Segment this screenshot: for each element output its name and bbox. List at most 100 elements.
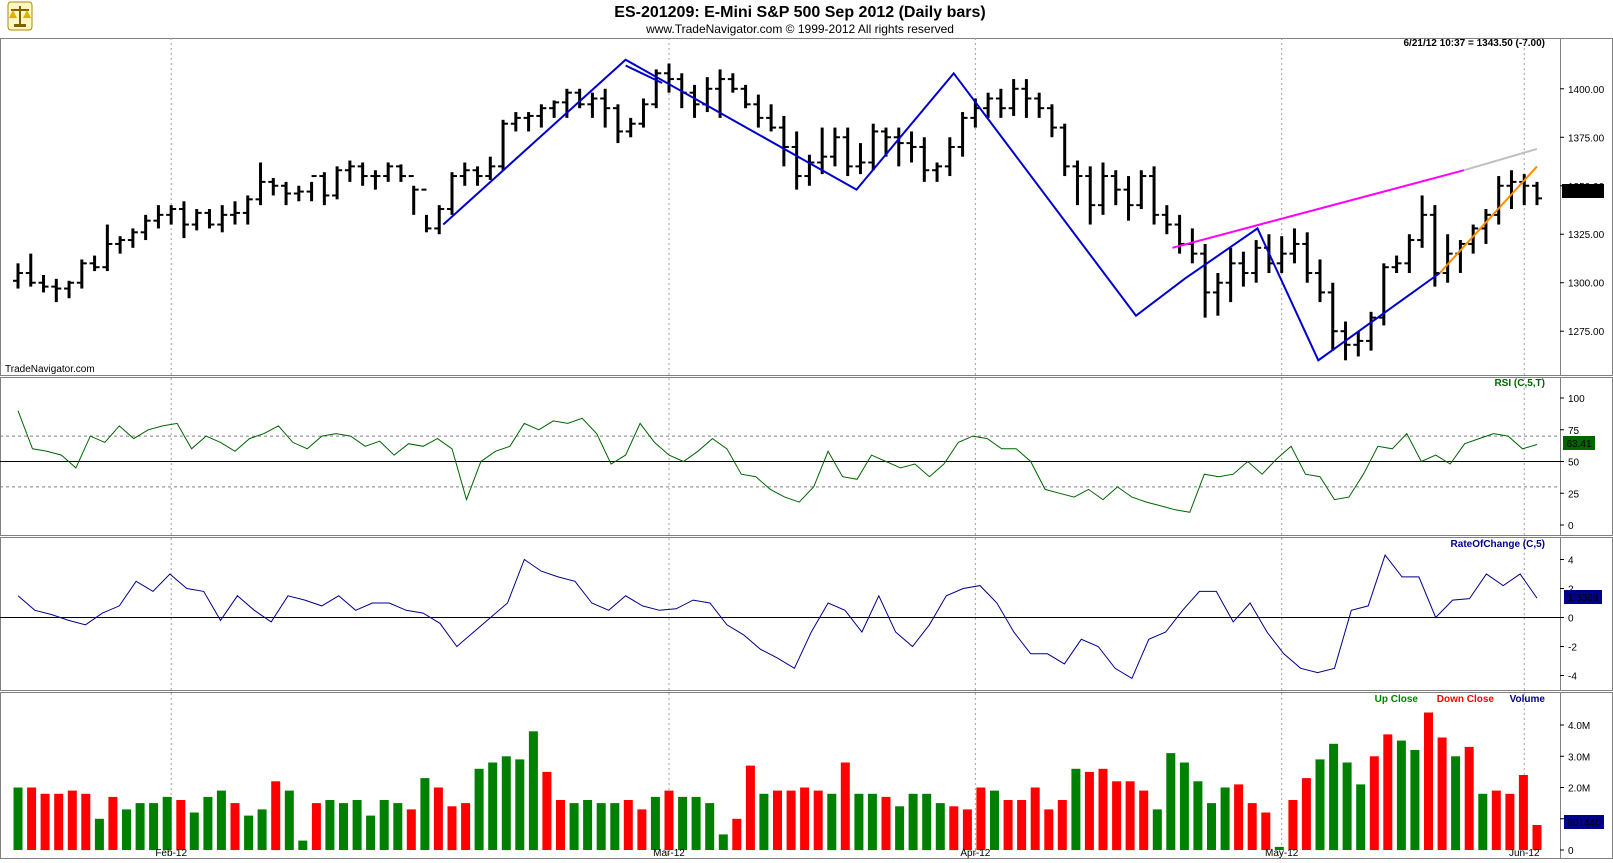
ohlc-bar (344, 160, 355, 182)
y-tick-label: 1375.00 (1568, 133, 1605, 144)
y-tick-label: 100 (1568, 394, 1585, 405)
trend-drawings (442, 58, 1538, 362)
ohlc-bar (370, 170, 381, 190)
ohlc-bar (115, 236, 126, 254)
ohlc-bar (1085, 166, 1096, 225)
ohlc-bar (893, 127, 904, 167)
volume-bar (271, 781, 281, 851)
volume-bar (94, 818, 104, 851)
volume-last-value: 801440 (1567, 818, 1601, 829)
volume-bar (962, 809, 972, 850)
volume-bar (1424, 712, 1433, 850)
ohlc-bar (549, 100, 560, 118)
volume-bar (542, 771, 552, 850)
y-tick-label: 1400.00 (1568, 85, 1605, 96)
ohlc-bar (1200, 243, 1211, 318)
volume-bar (1274, 846, 1284, 850)
ohlc-bar (1366, 311, 1377, 351)
volume-bar (1030, 787, 1040, 850)
ohlc-bar (76, 259, 87, 289)
y-tick-label: 1300.00 (1568, 279, 1605, 290)
ohlc-bar (1034, 92, 1045, 118)
volume-bars (13, 712, 1542, 851)
x-tick-label: Jun-12 (1509, 848, 1540, 859)
ohlc-bar (957, 112, 968, 157)
ohlc-bar (829, 127, 840, 167)
price-bars (13, 63, 1542, 361)
ohlc-bar (1519, 174, 1530, 206)
ohlc-bar (625, 117, 636, 138)
ohlc-bar (842, 127, 853, 177)
volume-bar (1112, 781, 1122, 851)
ohlc-bar (804, 154, 815, 186)
volume-bar (1288, 800, 1298, 850)
volume-bar (528, 731, 538, 851)
volume-bar (1383, 734, 1393, 850)
price-last-label: 1343.50 (1562, 184, 1604, 198)
ohlc-bar (510, 112, 521, 132)
ohlc-bar (523, 112, 534, 132)
ohlc-bar (638, 98, 649, 128)
ohlc-bar (1212, 273, 1223, 316)
volume-bar (1166, 753, 1176, 850)
volume-bar (433, 787, 443, 850)
ohlc-bar (1021, 79, 1032, 118)
channel-extension (1463, 147, 1538, 172)
volume-bar (908, 793, 918, 851)
y-tick-label: 50 (1568, 458, 1580, 469)
volume-bar (745, 765, 755, 850)
volume-bar (1193, 781, 1203, 851)
volume-bar (705, 803, 715, 850)
ohlc-bar (944, 137, 955, 177)
ohlc-bar (983, 92, 994, 118)
ohlc-bar (1008, 79, 1019, 116)
volume-bar (840, 762, 850, 850)
ohlc-bar (1251, 240, 1262, 283)
volume-bar (1369, 756, 1379, 851)
ohlc-bar (1378, 263, 1389, 326)
ohlc-bar (102, 224, 113, 272)
ohlc-bar (778, 115, 789, 167)
ohlc-bar (459, 162, 470, 186)
ohlc-bar (395, 164, 406, 182)
volume-bar (108, 796, 118, 850)
legend-up-close: Up Close (1375, 694, 1419, 705)
volume-bar (1491, 790, 1501, 850)
volume-bar (122, 809, 131, 850)
volume-bar (1396, 740, 1406, 850)
volume-bar (406, 809, 416, 850)
volume-bar (1044, 809, 1054, 850)
ohlc-bar (1225, 247, 1236, 303)
ohlc-bar (1506, 170, 1517, 210)
volume-bar (1017, 800, 1027, 850)
ohlc-bar (319, 172, 330, 206)
ohlc-bar (178, 201, 189, 239)
rsi-last-label: 63.41 (1563, 436, 1595, 450)
volume-bar (1125, 781, 1135, 851)
volume-bar (1247, 803, 1257, 850)
volume-bar (1315, 759, 1325, 850)
volume-last-label: 801440 (1564, 815, 1604, 829)
volume-bar (1518, 775, 1528, 850)
watermark: TradeNavigator.com (5, 364, 95, 375)
volume-bar (556, 800, 565, 850)
price-last-value: 1343.50 (1565, 187, 1602, 198)
volume-bar (298, 840, 308, 850)
volume-bar (420, 778, 430, 850)
ohlc-bar (574, 88, 585, 109)
volume-bar (27, 787, 37, 850)
volume-bar (176, 800, 186, 850)
ohlc-bar (1289, 228, 1300, 264)
trendline-2 (625, 64, 663, 84)
volume-bar (759, 793, 769, 851)
ohlc-bar (421, 188, 432, 233)
volume-bar (718, 834, 728, 850)
ohlc-bar (995, 88, 1006, 118)
logo (7, 1, 33, 31)
volume-bar (691, 796, 701, 850)
ohlc-bar (1391, 255, 1402, 274)
volume-bar (854, 793, 864, 851)
ohlc-bar (1302, 232, 1313, 283)
trendline-1 (442, 58, 1441, 362)
volume-bar (1084, 771, 1094, 850)
